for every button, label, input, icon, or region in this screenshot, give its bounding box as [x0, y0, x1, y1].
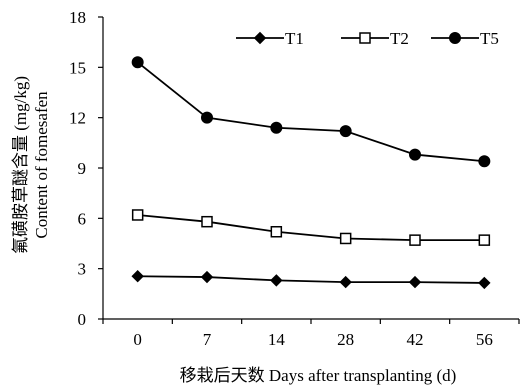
data-point-t5	[339, 125, 352, 138]
data-point-t1	[270, 274, 283, 287]
series-t5	[131, 56, 491, 168]
legend-item-t1: T1	[236, 29, 304, 48]
legend-label: T2	[390, 29, 409, 48]
y-axis-title-line: 氟磺胺草醚含量 (mg/kg)	[11, 76, 30, 254]
data-point-t2	[478, 234, 491, 246]
y-tick-label: 18	[69, 8, 86, 27]
legend-marker	[359, 32, 371, 44]
data-point-t5	[270, 121, 283, 134]
y-tick-label: 6	[78, 209, 87, 228]
data-point-t2	[131, 209, 144, 221]
data-point-t2	[409, 234, 421, 246]
y-axis-title-line: Content of fomesafen	[32, 91, 51, 239]
data-point-t1	[408, 275, 422, 289]
legend-label: T5	[480, 29, 499, 48]
x-tick-label: 42	[407, 330, 424, 349]
data-point-t1	[339, 275, 352, 289]
legend: T1 T2 T5	[236, 29, 499, 48]
data-point-t2	[201, 215, 213, 228]
series-line-t1	[137, 275, 485, 284]
data-point-t2	[339, 232, 352, 245]
x-axis-title: 移栽后天数 Days after transplanting (d)	[180, 366, 457, 385]
x-tick-label: 7	[203, 330, 212, 349]
axes	[102, 17, 519, 320]
data-point-t1	[200, 270, 214, 284]
x-tick-label: 14	[268, 330, 286, 349]
y-tick-label: 0	[78, 310, 87, 329]
series-layer	[131, 56, 491, 290]
data-point-t5	[478, 155, 491, 168]
data-point-t5	[131, 56, 144, 69]
legend-item-t5: T5	[431, 29, 499, 48]
axis-ticks: 0 3 6 9 12 15 18 0 7 14 28 42 56	[69, 8, 520, 349]
y-tick-label: 9	[78, 159, 87, 178]
x-tick-label: 0	[133, 330, 142, 349]
x-tick-label: 28	[337, 330, 354, 349]
y-tick-label: 3	[78, 260, 87, 279]
data-point-t5	[201, 111, 213, 124]
legend-marker	[449, 32, 461, 44]
y-tick-label: 12	[69, 109, 86, 128]
y-axis-title: 氟磺胺草醚含量 (mg/kg) Content of fomesafen	[11, 76, 51, 254]
series-t1	[131, 270, 491, 290]
x-tick-label: 56	[476, 330, 493, 349]
y-tick-label: 15	[69, 58, 86, 77]
data-point-t5	[409, 148, 421, 161]
data-point-t2	[270, 226, 283, 238]
series-line-t2	[137, 214, 485, 242]
data-point-t1	[131, 270, 144, 283]
series-t2	[131, 209, 491, 246]
legend-label: T1	[285, 29, 304, 48]
legend-item-t2: T2	[341, 29, 409, 48]
series-line-t5	[137, 61, 485, 163]
legend-marker	[253, 31, 267, 45]
data-point-t1	[478, 276, 491, 290]
